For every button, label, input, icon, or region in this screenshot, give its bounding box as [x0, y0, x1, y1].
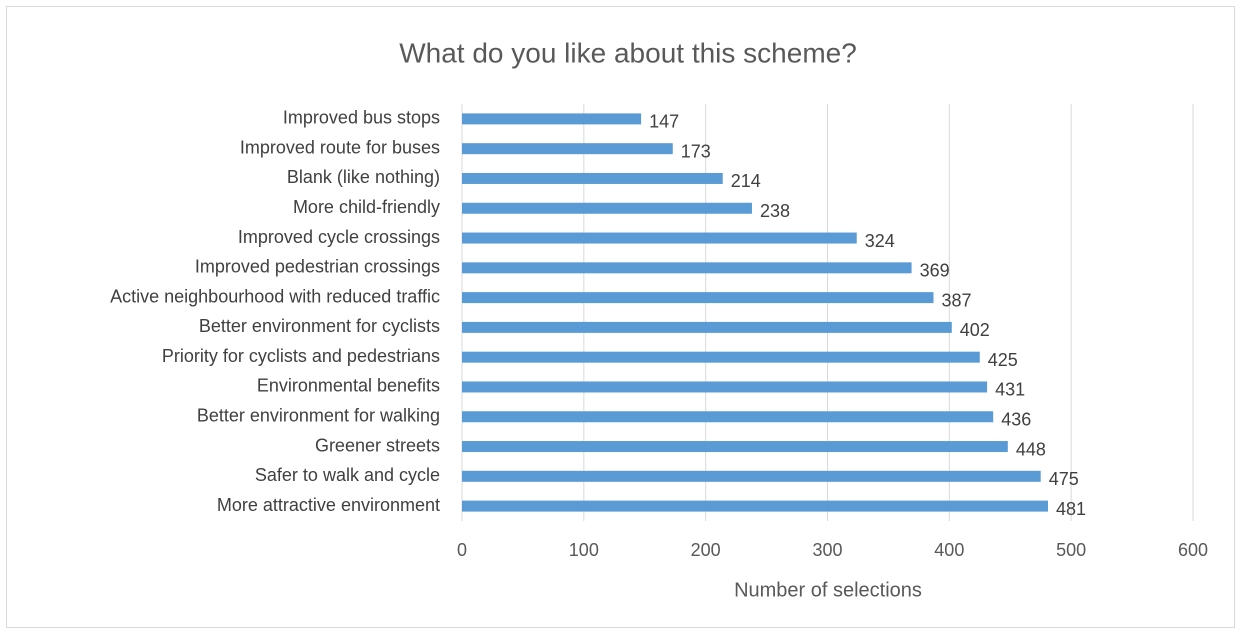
bar: [462, 441, 1008, 453]
bar: [462, 202, 752, 214]
bar: [462, 292, 934, 304]
data-label: 425: [988, 350, 1018, 370]
data-label: 436: [1001, 410, 1031, 430]
y-tick-label: Improved cycle crossings: [238, 227, 440, 247]
bar: [462, 411, 994, 423]
y-tick-label: More child-friendly: [293, 197, 440, 217]
y-tick-label: Improved route for buses: [240, 137, 440, 157]
data-label: 387: [941, 290, 971, 310]
bar: [462, 321, 952, 333]
y-tick-label: More attractive environment: [217, 495, 440, 515]
bar: [462, 500, 1049, 512]
y-tick-label: Environmental benefits: [257, 376, 440, 396]
data-label: 481: [1056, 499, 1086, 519]
data-label: 475: [1049, 469, 1079, 489]
y-tick-label: Greener streets: [315, 435, 440, 455]
data-label: 147: [649, 112, 679, 132]
bar: [462, 470, 1041, 482]
x-tick-label: 300: [812, 540, 842, 560]
x-tick-label: 200: [691, 540, 721, 560]
y-tick-label: Improved bus stops: [283, 108, 440, 128]
data-label: 214: [731, 171, 761, 191]
data-label: 448: [1016, 439, 1046, 459]
bar: [462, 113, 642, 125]
x-tick-label: 600: [1178, 540, 1208, 560]
data-label: 173: [681, 141, 711, 161]
data-label: 431: [995, 380, 1025, 400]
data-label: 369: [920, 261, 950, 281]
y-tick-label: Priority for cyclists and pedestrians: [162, 346, 440, 366]
chart-border: [6, 6, 1235, 628]
bar: [462, 381, 988, 393]
x-tick-label: 400: [934, 540, 964, 560]
y-tick-label: Improved pedestrian crossings: [195, 257, 440, 277]
y-tick-label: Safer to walk and cycle: [255, 465, 440, 485]
bar: [462, 172, 723, 184]
y-tick-label: Better environment for cyclists: [199, 316, 440, 336]
y-tick-label: Blank (like nothing): [287, 167, 440, 187]
chart-title: What do you like about this scheme?: [399, 37, 857, 68]
bar: [462, 351, 980, 363]
x-tick-label: 0: [457, 540, 467, 560]
y-tick-label: Better environment for walking: [197, 406, 440, 426]
data-label: 402: [960, 320, 990, 340]
y-tick-label: Active neighbourhood with reduced traffi…: [110, 286, 440, 306]
bar: [462, 262, 912, 274]
bar: [462, 232, 857, 244]
x-axis-label: Number of selections: [734, 579, 922, 601]
bar: [462, 143, 673, 155]
data-label: 324: [865, 231, 895, 251]
data-label: 238: [760, 201, 790, 221]
x-tick-label: 100: [569, 540, 599, 560]
x-tick-label: 500: [1056, 540, 1086, 560]
